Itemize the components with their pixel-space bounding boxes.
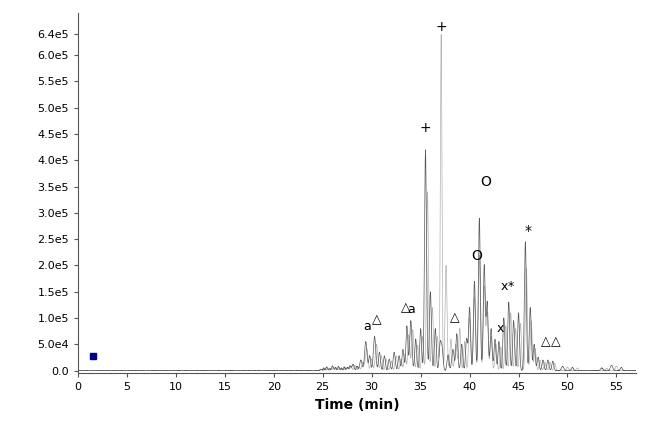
Text: a: a	[363, 320, 371, 333]
X-axis label: Time (min): Time (min)	[315, 398, 399, 412]
Text: O: O	[471, 249, 482, 263]
Text: O: O	[480, 175, 491, 189]
Text: △: △	[401, 301, 411, 314]
Text: +: +	[435, 20, 447, 34]
Text: △: △	[541, 335, 551, 349]
Text: +: +	[420, 121, 432, 135]
Text: △: △	[450, 311, 459, 324]
Text: *: *	[508, 280, 514, 293]
Text: x: x	[496, 322, 504, 335]
Text: *: *	[525, 224, 532, 238]
Text: a: a	[407, 303, 415, 316]
Text: △: △	[372, 313, 382, 326]
Text: △: △	[551, 335, 561, 349]
Text: x: x	[500, 280, 508, 293]
